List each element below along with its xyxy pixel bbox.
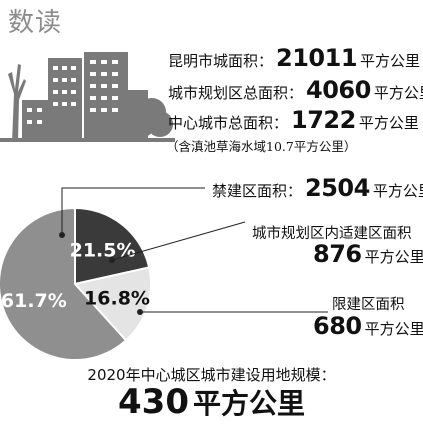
footer-label: 2020年中心城区城市建设用地规模：: [87, 366, 336, 384]
stat-kunming-area: 昆明市城面积： 21011 平方公里: [168, 44, 420, 72]
area-restricted: 680 平方公里: [310, 312, 423, 340]
pie-slice-label: 61.7%: [1, 290, 67, 312]
stat-central-area: 中心城市总面积： 1722 平方公里: [168, 106, 419, 134]
area-value: 2504: [305, 174, 370, 202]
area-label: 禁建区面积：: [212, 182, 303, 200]
stat-label: 中心城市总面积：: [168, 114, 289, 132]
footer-unit: 平方公里: [192, 387, 305, 420]
area-unit: 平方公里: [364, 320, 423, 338]
pie-slice-label: 21.5%: [70, 240, 136, 262]
area-unit: 平方公里: [364, 248, 423, 266]
stat-planning-area: 城市规划区总面积： 4060 平方公里: [168, 76, 423, 104]
stat-value: 21011: [276, 44, 358, 72]
area-forbidden: 禁建区面积： 2504 平方公里: [212, 174, 423, 202]
area-value: 680: [313, 312, 362, 340]
pie-slice-label: 16.8%: [84, 287, 150, 309]
area-value: 876: [313, 240, 362, 268]
pie-slice: [73, 266, 152, 342]
stat-unit: 平方公里: [373, 84, 423, 102]
area-suitable: 876 平方公里: [310, 240, 423, 268]
pie-chart: 21.5% 16.8% 61.7%: [0, 187, 328, 361]
pie-slice: [74, 206, 151, 286]
area-suitable-label: 城市规划区内适建区面积: [252, 226, 412, 242]
leader-forbidden-dot: [59, 232, 65, 238]
stat-unit: 平方公里: [358, 114, 419, 132]
leader-restricted-dot: [137, 309, 143, 315]
leader-forbidden: [61, 187, 205, 235]
stat-unit: 平方公里: [360, 52, 421, 70]
leader-suitable-dot: [109, 257, 115, 263]
skyline-illustration: [0, 52, 175, 142]
stat-value: 4060: [306, 76, 371, 104]
area-restricted-label: 限建区面积: [332, 297, 405, 313]
footer-value: 430: [118, 382, 189, 422]
footer-value-row: 430 平方公里: [0, 382, 423, 422]
stat-value: 1722: [291, 106, 356, 134]
heading: 数读: [8, 8, 63, 38]
area-unit: 平方公里: [372, 182, 423, 200]
pie-slice: [0, 206, 128, 361]
water-area-note: （含滇池草海水域10.7平方公里）: [166, 139, 357, 154]
stat-label: 昆明市城面积：: [168, 52, 274, 70]
stat-label: 城市规划区总面积：: [168, 84, 304, 102]
leader-suitable: [111, 221, 246, 261]
